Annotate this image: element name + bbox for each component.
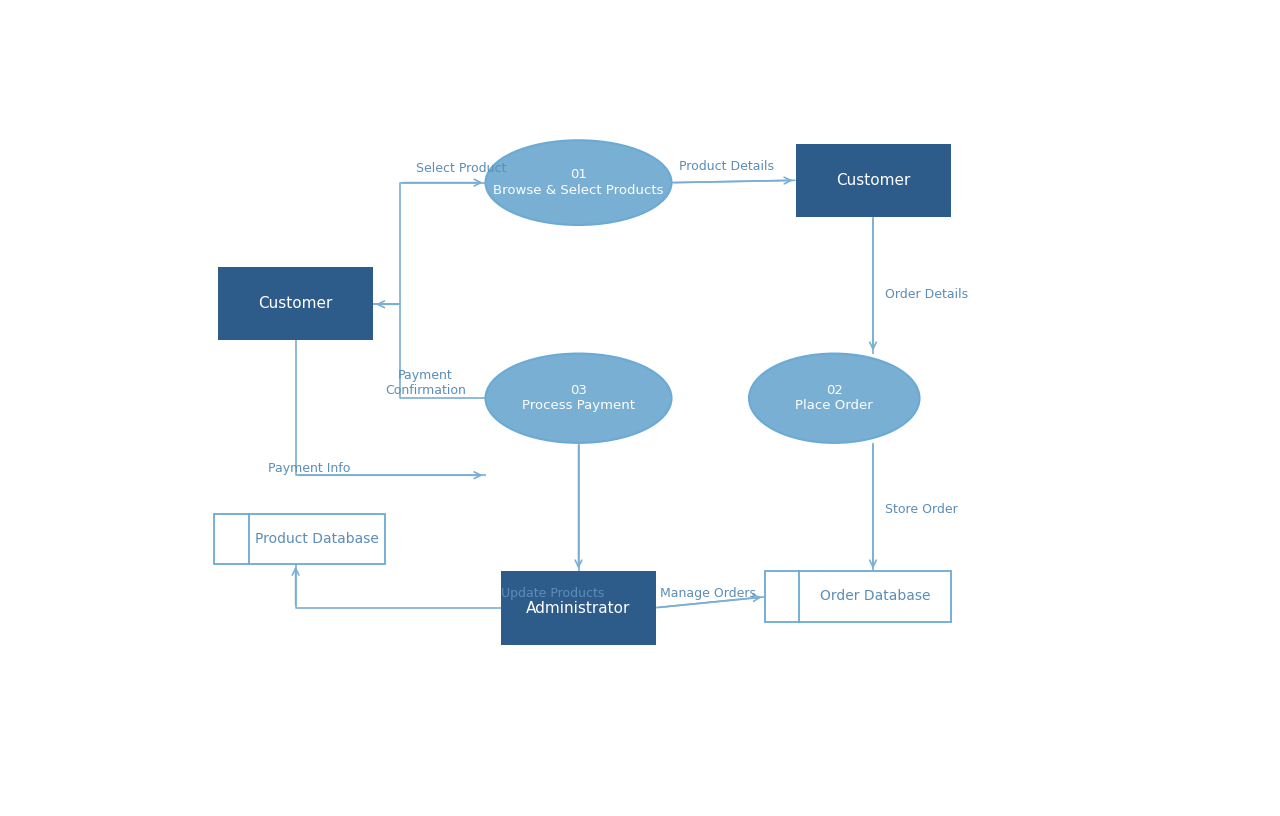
Ellipse shape	[485, 353, 672, 443]
FancyBboxPatch shape	[795, 144, 951, 217]
Text: Manage Orders: Manage Orders	[660, 587, 756, 600]
Text: Payment
Confirmation: Payment Confirmation	[385, 369, 466, 397]
Text: Customer: Customer	[836, 173, 910, 188]
FancyBboxPatch shape	[500, 571, 657, 645]
Text: Order Database: Order Database	[819, 589, 931, 604]
Text: Order Details: Order Details	[884, 288, 968, 301]
Text: Product Details: Product Details	[680, 160, 774, 173]
Text: Place Order: Place Order	[795, 399, 873, 412]
FancyBboxPatch shape	[214, 514, 385, 564]
FancyBboxPatch shape	[764, 571, 951, 622]
Text: Process Payment: Process Payment	[522, 399, 635, 412]
Text: Product Database: Product Database	[255, 532, 379, 546]
Text: Select Product: Select Product	[416, 162, 506, 175]
Text: 02: 02	[826, 384, 842, 397]
FancyBboxPatch shape	[218, 268, 374, 340]
Text: Administrator: Administrator	[526, 601, 631, 615]
Text: Browse & Select Products: Browse & Select Products	[493, 184, 664, 197]
Ellipse shape	[485, 140, 672, 225]
Text: 01: 01	[570, 168, 588, 181]
Text: 03: 03	[570, 384, 588, 397]
Text: Customer: Customer	[259, 296, 333, 312]
Ellipse shape	[749, 353, 919, 443]
Text: Payment Info: Payment Info	[269, 462, 351, 475]
Text: Update Products: Update Products	[500, 587, 604, 600]
Text: Store Order: Store Order	[884, 503, 957, 517]
